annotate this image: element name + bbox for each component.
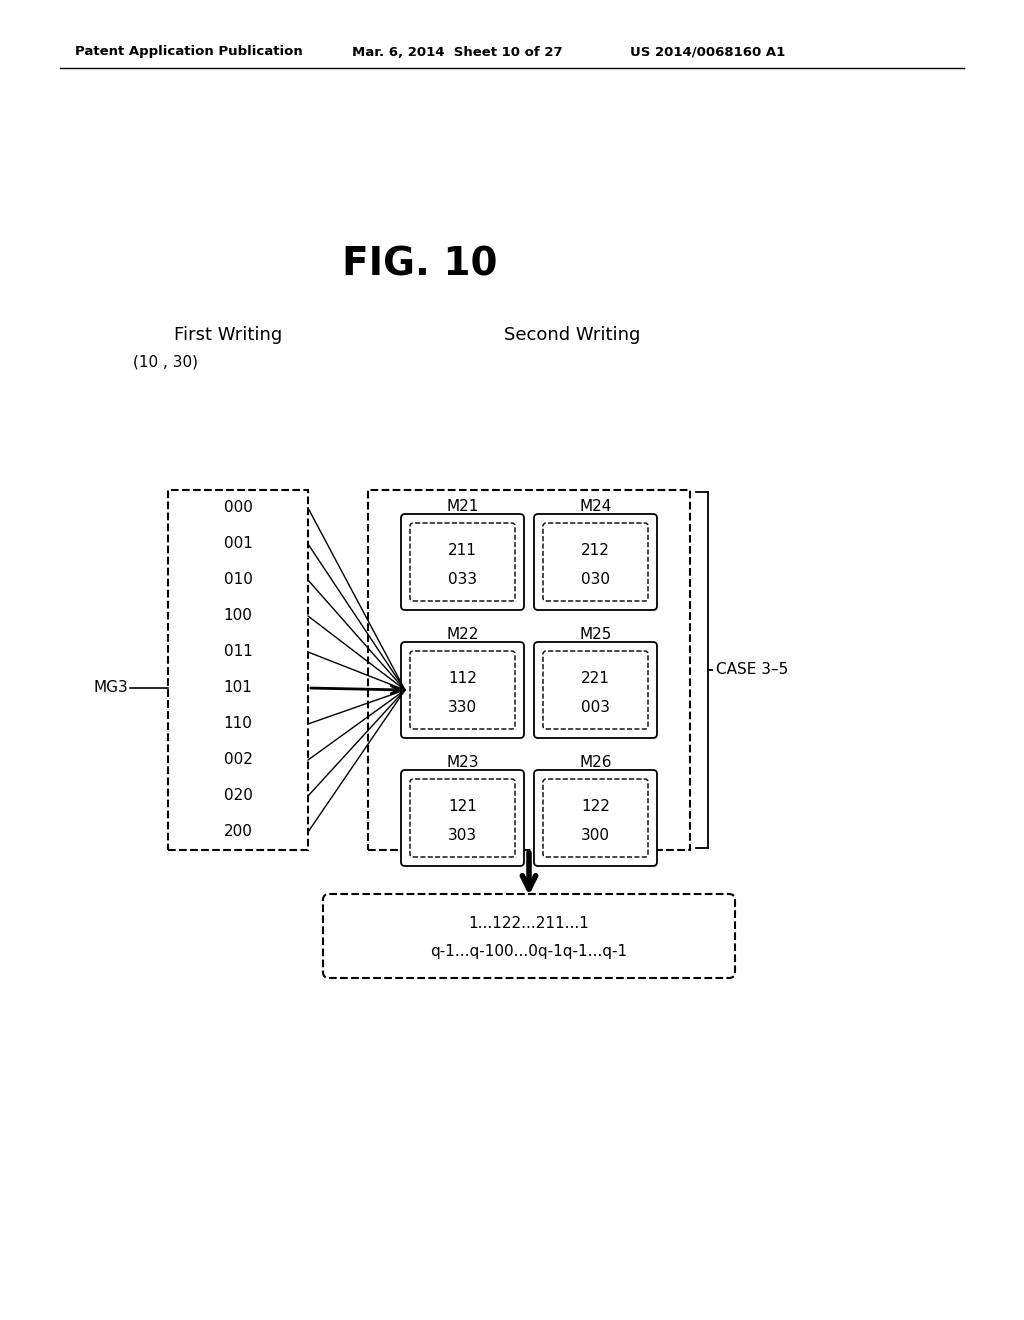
FancyBboxPatch shape	[534, 642, 657, 738]
Text: M24: M24	[580, 499, 611, 513]
Text: 000: 000	[223, 500, 253, 516]
FancyBboxPatch shape	[410, 779, 515, 857]
Text: US 2014/0068160 A1: US 2014/0068160 A1	[630, 45, 785, 58]
Text: M25: M25	[580, 627, 611, 642]
FancyBboxPatch shape	[543, 651, 648, 729]
Text: 300: 300	[581, 828, 610, 843]
Text: 211: 211	[449, 543, 477, 558]
Text: Mar. 6, 2014  Sheet 10 of 27: Mar. 6, 2014 Sheet 10 of 27	[352, 45, 562, 58]
Text: First Writing: First Writing	[174, 326, 283, 345]
Text: 200: 200	[223, 825, 253, 840]
Text: 221: 221	[581, 671, 610, 686]
FancyBboxPatch shape	[534, 770, 657, 866]
Text: 100: 100	[223, 609, 253, 623]
Text: 330: 330	[447, 700, 477, 715]
Text: 003: 003	[581, 700, 610, 715]
FancyBboxPatch shape	[168, 490, 308, 850]
Text: 033: 033	[447, 572, 477, 587]
Text: 110: 110	[223, 717, 253, 731]
FancyBboxPatch shape	[534, 513, 657, 610]
Text: Patent Application Publication: Patent Application Publication	[75, 45, 303, 58]
Text: (10 , 30): (10 , 30)	[133, 355, 198, 370]
Text: 212: 212	[581, 543, 610, 558]
Text: M23: M23	[446, 755, 479, 770]
FancyBboxPatch shape	[401, 770, 524, 866]
Text: q-1...q-100...0q-1q-1...q-1: q-1...q-100...0q-1q-1...q-1	[430, 944, 628, 960]
FancyBboxPatch shape	[410, 651, 515, 729]
Text: M22: M22	[446, 627, 478, 642]
Text: 010: 010	[223, 573, 253, 587]
Text: 020: 020	[223, 788, 253, 804]
Text: 122: 122	[581, 799, 610, 814]
Text: 030: 030	[581, 572, 610, 587]
Text: Second Writing: Second Writing	[504, 326, 640, 345]
Text: 001: 001	[223, 536, 253, 552]
Text: MG3: MG3	[93, 681, 128, 696]
FancyBboxPatch shape	[323, 894, 735, 978]
Text: CASE 3–5: CASE 3–5	[716, 663, 788, 677]
Text: 303: 303	[447, 828, 477, 843]
Text: 002: 002	[223, 752, 253, 767]
FancyBboxPatch shape	[410, 523, 515, 601]
Text: 011: 011	[223, 644, 253, 660]
FancyBboxPatch shape	[543, 523, 648, 601]
FancyBboxPatch shape	[368, 490, 690, 850]
Text: 101: 101	[223, 681, 253, 696]
FancyBboxPatch shape	[401, 642, 524, 738]
Text: M21: M21	[446, 499, 478, 513]
Text: 121: 121	[449, 799, 477, 814]
Text: 1...122...211...1: 1...122...211...1	[469, 916, 590, 932]
Text: 112: 112	[449, 671, 477, 686]
Text: FIG. 10: FIG. 10	[342, 246, 498, 284]
FancyBboxPatch shape	[401, 513, 524, 610]
Text: M26: M26	[580, 755, 611, 770]
FancyBboxPatch shape	[543, 779, 648, 857]
